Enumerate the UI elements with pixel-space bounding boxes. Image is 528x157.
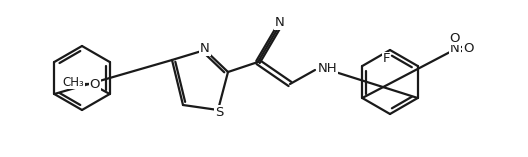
Text: O: O [450, 32, 460, 44]
Text: N: N [200, 43, 210, 56]
Text: N: N [275, 16, 285, 30]
Text: O: O [463, 43, 473, 56]
Text: CH₃: CH₃ [63, 76, 84, 89]
Text: N: N [450, 43, 460, 56]
Text: F: F [382, 52, 390, 65]
Text: S: S [215, 106, 223, 119]
Text: NH: NH [318, 62, 337, 76]
Text: O: O [89, 78, 100, 92]
